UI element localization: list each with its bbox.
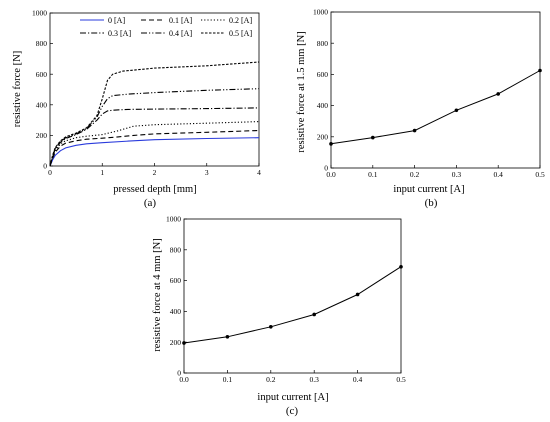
data-point <box>355 292 360 297</box>
x-tick-label: 3 <box>205 168 209 177</box>
data-point <box>312 312 317 317</box>
series-line-3 <box>49 107 260 167</box>
y-tick-label: 1000 <box>32 9 47 18</box>
data-point <box>329 142 333 146</box>
legend-entry-0: 0 [A] <box>108 16 125 25</box>
x-tick-label: 0.3 <box>310 375 320 384</box>
y-tick-label: 200 <box>36 131 48 140</box>
data-point <box>454 108 459 113</box>
y-tick-label: 400 <box>36 100 48 109</box>
y-tick-label: 1000 <box>166 215 181 224</box>
chart-a-xlabel: pressed depth [mm] <box>113 184 196 195</box>
x-tick-label: 0.5 <box>396 375 406 384</box>
data-point <box>225 335 230 339</box>
series-line-0 <box>49 137 260 167</box>
chart-c-panel-label: (c) <box>286 405 299 417</box>
x-tick-label: 0.2 <box>266 375 276 384</box>
legend-entry-1: 0.1 [A] <box>169 16 192 25</box>
chart-c-frame <box>183 218 402 374</box>
data-point <box>538 68 542 73</box>
legend-entry-2: 0.2 [A] <box>229 16 252 25</box>
series-line-5 <box>49 61 260 167</box>
data-point <box>412 128 417 133</box>
x-tick-label: 4 <box>257 168 261 177</box>
y-tick-label: 800 <box>317 39 329 48</box>
x-tick-label: 2 <box>153 168 157 177</box>
y-tick-label: 600 <box>36 70 48 79</box>
x-tick-label: 0.0 <box>179 375 189 384</box>
chart-b-frame <box>330 11 541 169</box>
x-tick-label: 0.4 <box>494 170 504 179</box>
chart-c-ylabel: resistive force at 4 mm [N] <box>152 238 163 351</box>
y-tick-label: 0 <box>324 164 328 173</box>
series-line-1 <box>49 129 260 167</box>
chart-b-xlabel: input current [A] <box>393 184 464 195</box>
x-tick-label: 0.0 <box>326 170 336 179</box>
x-tick-label: 0.2 <box>410 170 420 179</box>
y-tick-label: 200 <box>317 132 329 141</box>
x-tick-label: 0.4 <box>353 375 363 384</box>
series-line-4 <box>49 88 260 167</box>
y-tick-label: 0 <box>177 369 181 378</box>
x-tick-label: 0 <box>48 168 52 177</box>
legend-entry-5: 0.5 [A] <box>229 29 252 38</box>
chart-b: 0.0 0.1 0.2 0.3 0.4 0.5 0 200 400 600 800 1000 inpu… <box>296 8 545 209</box>
chart-b-ylabel: resistive force at 1.5 mm [N] <box>296 31 307 152</box>
x-tick-label: 0.3 <box>452 170 462 179</box>
chart-c: 0.0 0.1 0.2 0.3 0.4 0.5 0 200 400 600 800 1000 inpu… <box>152 215 406 417</box>
x-tick-label: 0.1 <box>223 375 233 384</box>
legend-entry-3: 0.3 [A] <box>108 29 131 38</box>
legend-entry-4: 0.4 [A] <box>169 29 192 38</box>
y-tick-label: 800 <box>170 245 182 254</box>
chart-a-panel-label: (a) <box>144 197 157 209</box>
y-tick-label: 0 <box>43 162 47 171</box>
y-tick-label: 400 <box>170 307 182 316</box>
data-point <box>496 92 501 96</box>
chart-c-xlabel: input current [A] <box>257 392 328 403</box>
chart-a-ylabel: resistive force [N] <box>12 51 23 127</box>
data-point <box>182 341 186 345</box>
y-tick-label: 200 <box>170 338 182 347</box>
chart-b-panel-label: (b) <box>425 197 438 209</box>
series-line <box>330 70 541 145</box>
y-tick-label: 400 <box>317 101 329 110</box>
data-point <box>399 264 403 269</box>
series-line <box>183 266 402 344</box>
chart-a: 0 1 2 3 4 0 200 400 600 800 1000 0 [A] 0.1 [A] 0.2 [A… <box>12 9 261 209</box>
series-line-2 <box>49 121 260 167</box>
x-tick-label: 0.1 <box>368 170 378 179</box>
data-point <box>269 325 273 329</box>
data-point <box>371 135 375 140</box>
y-tick-label: 600 <box>170 276 182 285</box>
chart-a-frame <box>49 12 260 167</box>
y-tick-label: 800 <box>36 39 48 48</box>
x-tick-label: 0.5 <box>535 170 545 179</box>
y-tick-label: 600 <box>317 70 329 79</box>
x-tick-label: 1 <box>100 168 104 177</box>
y-tick-label: 1000 <box>313 8 328 17</box>
